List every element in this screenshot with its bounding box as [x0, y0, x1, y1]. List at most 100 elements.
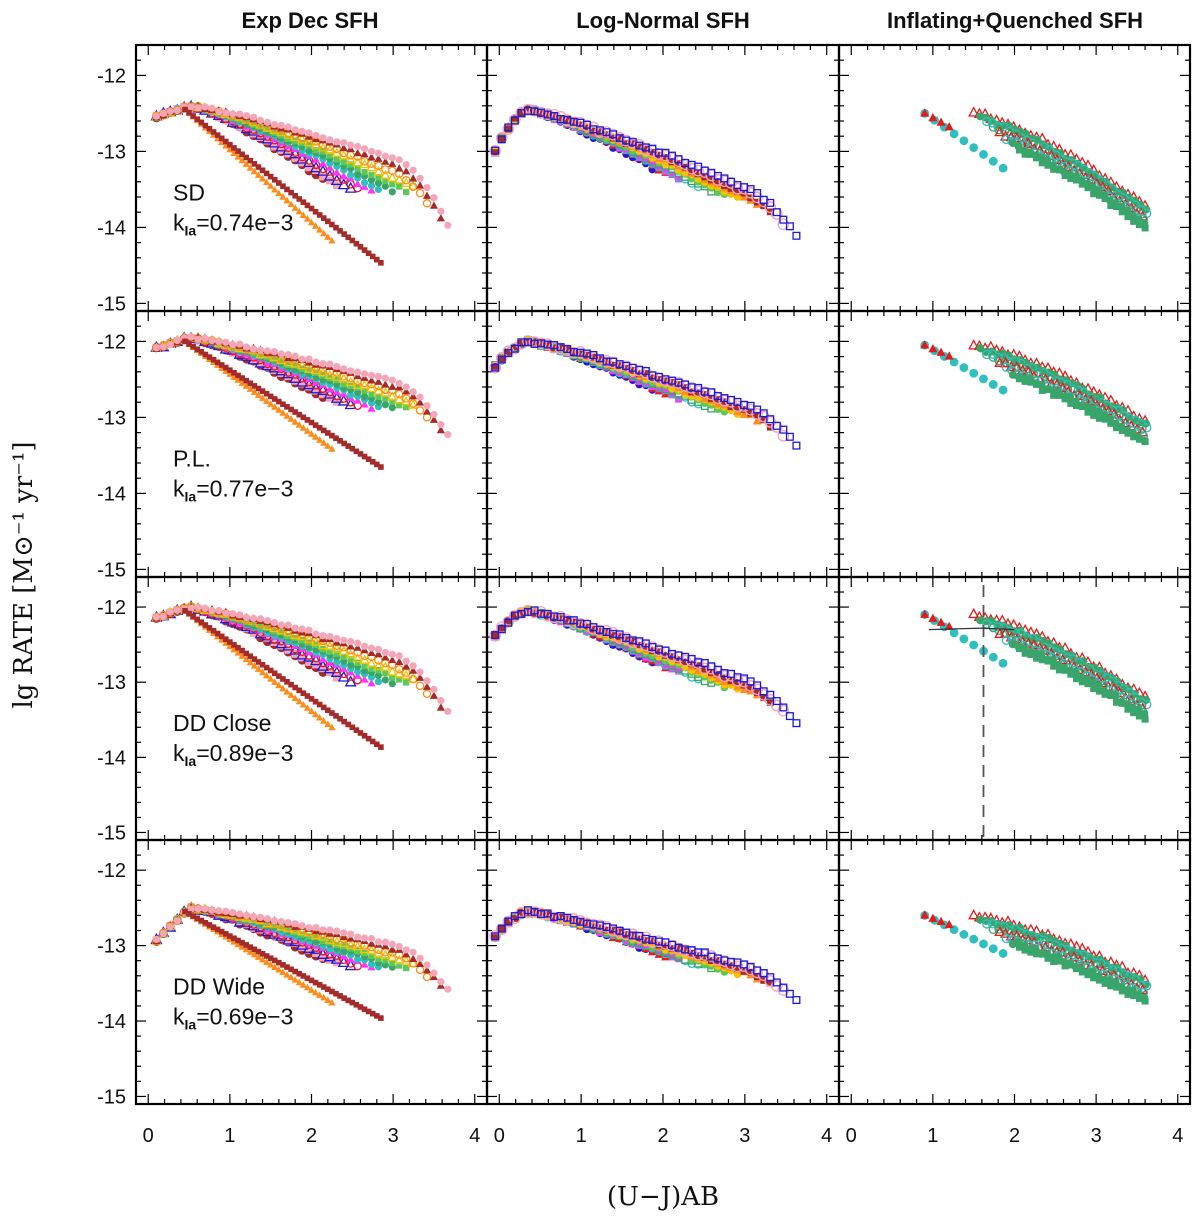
data-point [423, 183, 431, 192]
data-point [959, 363, 969, 373]
data-point [360, 370, 369, 378]
data-point [284, 679, 290, 685]
data-point [275, 406, 283, 413]
data-point [688, 167, 696, 175]
data-point [298, 653, 306, 662]
data-point [288, 681, 294, 688]
data-point [772, 697, 781, 706]
data-point [747, 409, 754, 417]
data-point [396, 402, 403, 409]
data-point [243, 377, 249, 384]
data-point [218, 135, 225, 142]
data-point [299, 211, 307, 218]
data-point [173, 917, 181, 925]
y-tick-label: -15 [97, 822, 126, 844]
data-point [367, 371, 376, 379]
data-point [186, 341, 192, 347]
data-point [718, 670, 731, 682]
data-point [250, 950, 258, 958]
data-point [270, 917, 278, 925]
panel-frame [837, 43, 1192, 313]
data-series-group [489, 906, 801, 1005]
data-point [365, 1008, 372, 1015]
data-point [354, 659, 361, 666]
data-point [409, 954, 418, 963]
data-point [282, 367, 295, 379]
data-point [416, 673, 425, 681]
data-point [713, 674, 723, 682]
y-tick-label: -13 [97, 936, 126, 958]
data-point [1090, 190, 1098, 198]
data-series-group [920, 607, 1152, 723]
panel-dd-close-col0: -12 -13 -14 -15 DD Close kIa=0.89e−3 [97, 575, 489, 844]
data-point [1130, 709, 1138, 717]
data-point [283, 196, 291, 204]
data-point [402, 662, 411, 670]
data-point [271, 922, 278, 929]
data-point [332, 168, 341, 176]
data-point [1055, 391, 1063, 399]
data-point [369, 738, 376, 745]
data-point [361, 453, 368, 460]
data-point [998, 385, 1008, 395]
data-point [416, 959, 425, 968]
data-point [1090, 411, 1098, 419]
data-point [328, 445, 336, 452]
data-point [365, 250, 372, 257]
data-point [1130, 433, 1138, 441]
data-point [341, 440, 347, 447]
data-point [234, 940, 242, 948]
data-point [311, 222, 320, 229]
data-point [305, 945, 313, 954]
data-point [752, 416, 762, 425]
data-point [600, 126, 613, 138]
data-point [284, 186, 290, 193]
data-point [305, 382, 313, 391]
data-point [1050, 165, 1058, 173]
data-point [262, 917, 273, 928]
data-point [437, 978, 445, 986]
data-point [988, 623, 998, 633]
data-point [408, 674, 418, 684]
data-point [936, 117, 946, 126]
data-point [329, 221, 335, 228]
data-point [227, 367, 233, 373]
data-point [381, 157, 390, 165]
data-point [326, 360, 334, 368]
data-point [785, 222, 794, 231]
data-point [222, 364, 229, 371]
data-point [491, 146, 500, 155]
data-series-group [150, 331, 452, 470]
data-point [378, 464, 384, 470]
data-point [979, 150, 988, 159]
data-point [159, 109, 167, 118]
data-point [1102, 185, 1114, 196]
model-label: SD [173, 180, 205, 206]
data-point [557, 116, 565, 124]
data-point [642, 943, 650, 951]
data-point [258, 668, 267, 676]
data-point [668, 378, 676, 386]
data-point [620, 134, 633, 147]
data-point [271, 957, 278, 964]
data-point [698, 386, 711, 399]
data-point [415, 406, 425, 415]
data-point [1033, 654, 1041, 662]
data-point [430, 969, 438, 977]
data-point [247, 380, 254, 387]
data-point [349, 724, 356, 731]
data-point [194, 346, 201, 353]
data-point [928, 343, 938, 353]
data-point [437, 420, 445, 429]
data-point [303, 363, 315, 373]
data-point [298, 355, 306, 363]
data-point [243, 343, 251, 351]
data-point [300, 199, 307, 205]
x-tick-label: 0 [143, 1125, 154, 1147]
data-point [603, 628, 610, 636]
data-point [352, 940, 363, 951]
data-point [206, 354, 213, 360]
data-point [346, 955, 355, 963]
data-point [310, 364, 322, 375]
data-point [318, 654, 327, 663]
